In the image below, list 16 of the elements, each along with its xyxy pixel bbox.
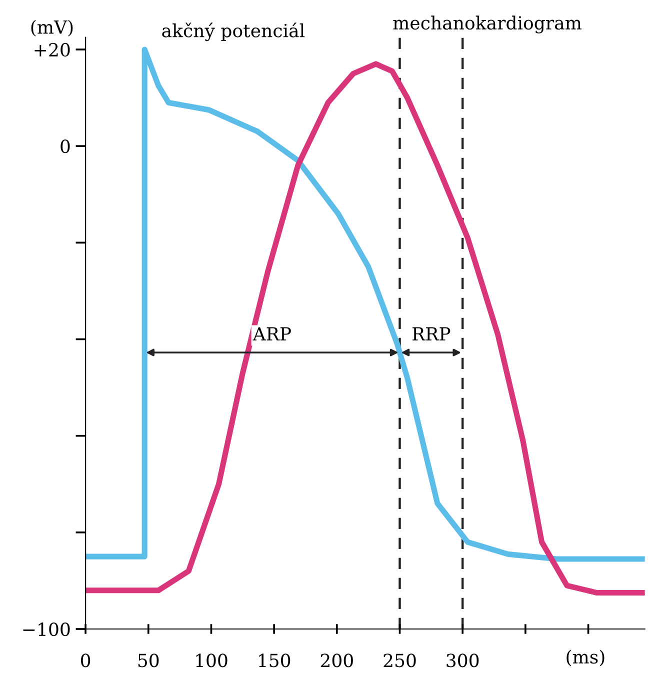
y-tick-label: +20 xyxy=(34,42,70,57)
series-label: mechanokardiogram xyxy=(393,16,582,34)
x-axis-title: (ms) xyxy=(566,650,604,666)
series-label: akčný potenciál xyxy=(162,22,305,42)
annotation: ARP xyxy=(252,327,291,340)
x-tick-label: 250 xyxy=(384,654,416,668)
x-tick-label: 300 xyxy=(446,654,479,668)
x-tick-label: 200 xyxy=(320,654,353,668)
y-tick-label: −100 xyxy=(23,622,70,636)
y-axis-title: (mV) xyxy=(31,20,73,36)
x-tick-label: 50 xyxy=(138,654,159,668)
x-tick-label: 150 xyxy=(259,654,290,668)
y-tick-label: 0 xyxy=(60,140,70,154)
annotation: RRP xyxy=(412,327,450,340)
x-tick-label: 0 xyxy=(80,654,90,668)
x-tick-label: 100 xyxy=(196,654,228,668)
